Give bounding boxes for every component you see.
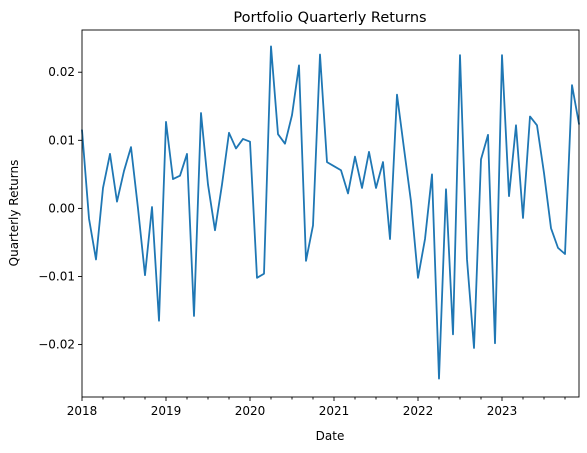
- y-tick-label: 0.01: [48, 133, 75, 147]
- y-axis: −0.02 −0.01 0.00 0.01 0.02: [38, 65, 82, 352]
- plot-area: [81, 45, 580, 380]
- y-tick-label: −0.02: [38, 338, 75, 352]
- x-tick-label: 2021: [319, 404, 350, 418]
- x-tick-label: 2023: [487, 404, 518, 418]
- y-axis-label: Quarterly Returns: [7, 160, 21, 267]
- x-tick-label: 2018: [67, 404, 98, 418]
- x-axis: 2018 2019 2020 2021 2022 2023: [67, 397, 566, 418]
- series-line: [81, 45, 580, 380]
- x-tick-label: 2019: [151, 404, 182, 418]
- plot-frame: [81, 29, 580, 398]
- y-tick-label: 0.02: [48, 65, 75, 79]
- y-tick-label: 0.00: [48, 201, 75, 215]
- y-tick-label: −0.01: [38, 269, 75, 283]
- x-tick-label: 2020: [235, 404, 266, 418]
- x-axis-label: Date: [316, 429, 345, 443]
- x-tick-label: 2022: [403, 404, 434, 418]
- chart-title: Portfolio Quarterly Returns: [233, 10, 426, 26]
